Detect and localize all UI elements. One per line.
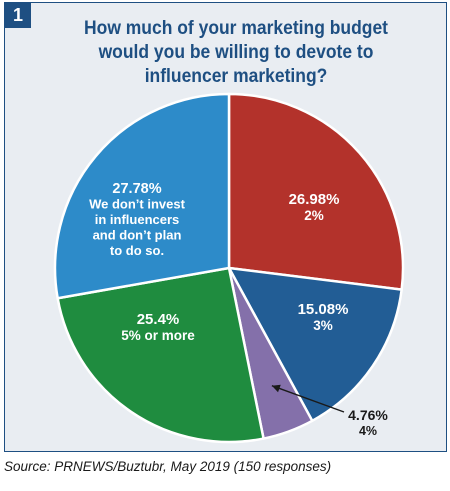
slice-label-5-or-more: 25.4%5% or more xyxy=(121,311,195,343)
slice-category-label: 5% or more xyxy=(121,328,195,343)
slice-value-label: 27.78% xyxy=(112,181,161,197)
source-note: Source: PRNEWS/Buztubr, May 2019 (150 re… xyxy=(4,459,332,474)
slice-value-label: 26.98% xyxy=(289,191,340,208)
slice-value-label: 15.08% xyxy=(298,301,349,318)
slice-category-label: We don’t invest in influencers and don’t p… xyxy=(89,197,185,259)
slice-category-label: 2% xyxy=(304,208,324,223)
pie-slice-2 xyxy=(227,92,405,291)
slice-value-label: 25.4% xyxy=(137,311,180,328)
pie-slice-we-don-t-invest-in-influencers-and-don-t-plan-to-do-so xyxy=(53,92,231,300)
pie-slice-3 xyxy=(227,266,403,423)
figure-number-badge: 1 xyxy=(5,3,31,28)
slice-value-label: 4.76% xyxy=(348,407,388,423)
leader-arrowhead xyxy=(271,384,281,393)
slice-label-4: 4.76%4% xyxy=(348,407,388,438)
slice-label-3: 15.08%3% xyxy=(298,301,349,333)
leader-line xyxy=(271,385,345,413)
chart-title: How much of your marketing budget would … xyxy=(84,18,388,87)
slice-label-we-don-t-invest-in-influencers-and-don-t-plan-to-do-so: 27.78%We don’t invest in influencers and d… xyxy=(89,181,185,258)
pie-slice-5-or-more xyxy=(56,266,265,444)
slice-category-label: 3% xyxy=(313,318,333,333)
slice-label-2: 26.98%2% xyxy=(289,191,340,223)
slice-category-label: 4% xyxy=(359,424,377,438)
